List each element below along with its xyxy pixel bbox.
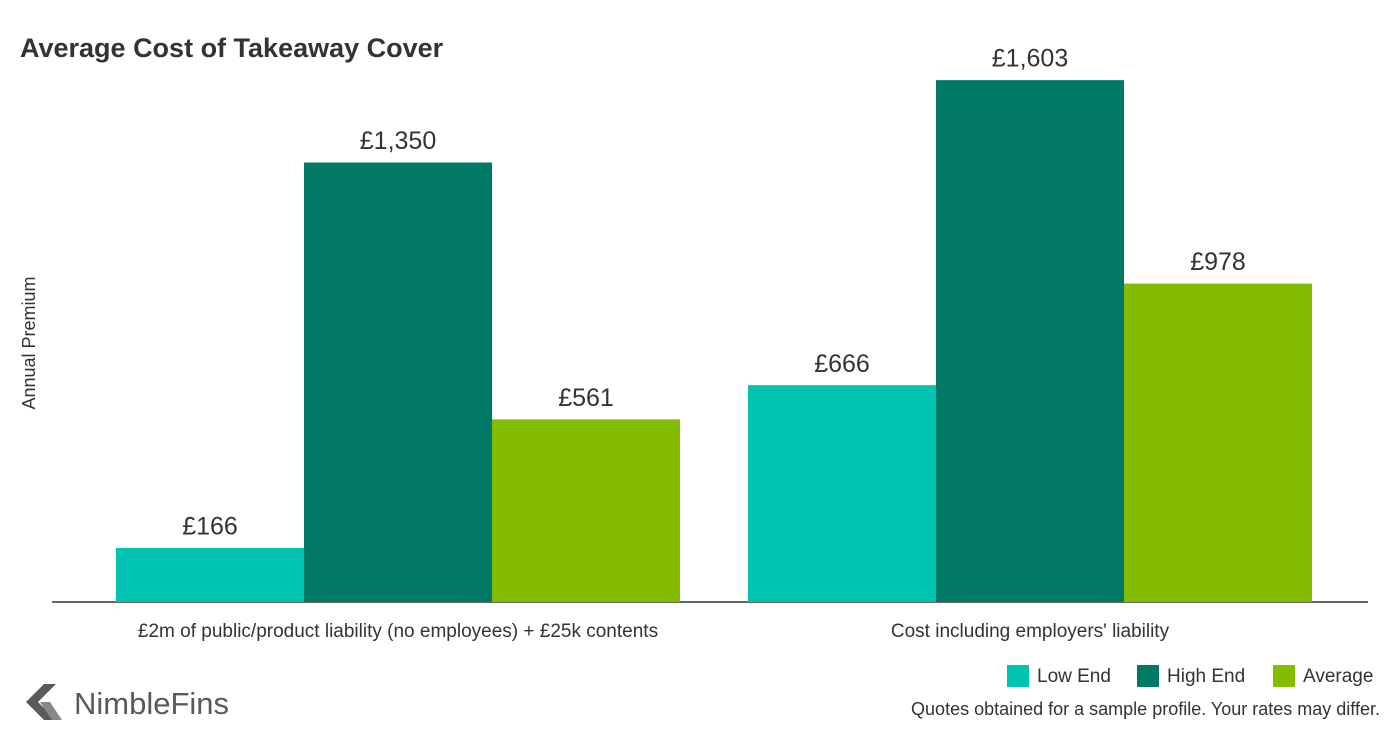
legend-label: High End: [1167, 666, 1245, 687]
legend-swatch: [1007, 665, 1029, 687]
logo: [26, 684, 62, 720]
footnote: Quotes obtained for a sample profile. Yo…: [911, 699, 1380, 719]
bar: [1124, 283, 1312, 602]
data-label: £666: [814, 350, 870, 378]
data-label: £166: [182, 513, 238, 541]
legend-label: Average: [1303, 666, 1373, 687]
data-label: £978: [1190, 248, 1246, 276]
bar: [936, 80, 1124, 602]
brand: NimbleFins: [74, 686, 229, 721]
y-axis-title: Annual Premium: [19, 276, 39, 409]
bar: [116, 547, 304, 602]
legend-swatch: [1273, 665, 1295, 687]
chart-title: Average Cost of Takeaway Cover: [20, 33, 444, 63]
data-label: £1,603: [992, 45, 1068, 73]
bar: [304, 162, 492, 602]
data-label: £1,350: [360, 127, 436, 155]
logo-icon: [26, 684, 56, 720]
bar: [748, 385, 936, 602]
x-tick-label: Cost including employers' liability: [891, 621, 1170, 642]
bar: [492, 419, 680, 602]
x-tick-label: £2m of public/product liability (no empl…: [138, 621, 658, 642]
logo-icon: [40, 702, 62, 720]
legend-label: Low End: [1037, 666, 1111, 687]
legend-swatch: [1137, 665, 1159, 687]
data-label: £561: [558, 384, 614, 412]
